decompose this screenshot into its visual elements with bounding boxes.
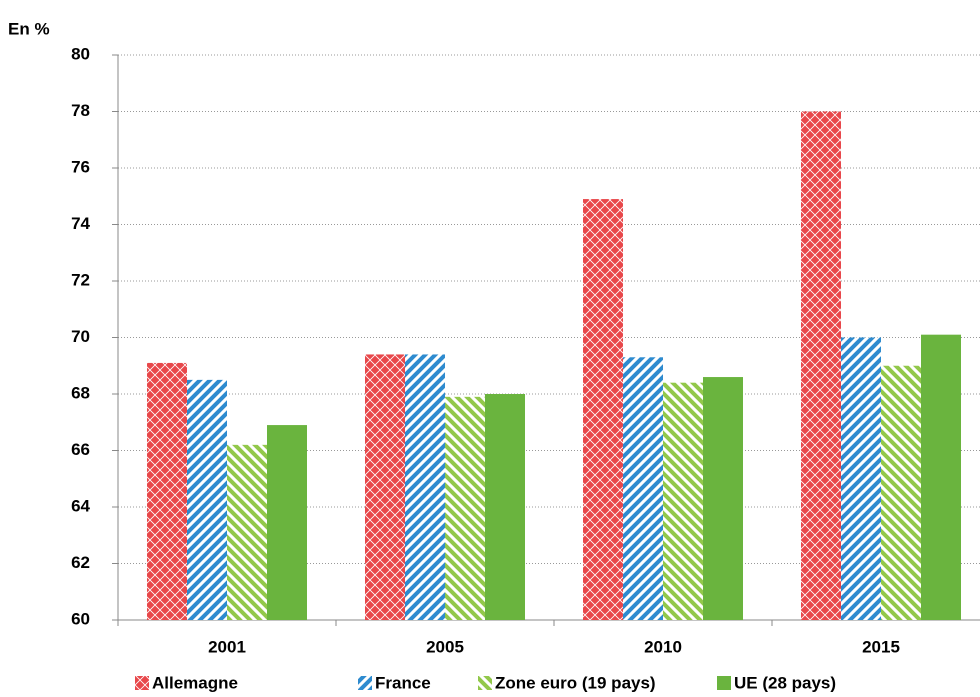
y-tick-label: 60 (71, 609, 90, 628)
y-tick-label: 76 (71, 157, 90, 176)
bar (703, 377, 743, 620)
bar (881, 365, 921, 620)
bar (405, 354, 445, 620)
legend-label: France (375, 673, 431, 692)
bar (445, 396, 485, 620)
bar (623, 357, 663, 620)
legend-swatch (135, 676, 149, 690)
bar (801, 111, 841, 620)
legend-swatch (478, 676, 492, 690)
x-tick-label: 2010 (644, 637, 682, 656)
bar (227, 444, 267, 620)
bar (147, 362, 187, 620)
y-tick-label: 70 (71, 327, 90, 346)
y-tick-label: 66 (71, 440, 90, 459)
bar (663, 382, 703, 620)
legend-swatch (717, 676, 731, 690)
bar (365, 354, 405, 620)
legend-label: Zone euro (19 pays) (495, 673, 656, 692)
y-tick-label: 72 (71, 270, 90, 289)
y-tick-label: 64 (71, 496, 90, 515)
bar (583, 199, 623, 620)
x-tick-label: 2015 (862, 637, 900, 656)
legend-label: Allemagne (152, 673, 238, 692)
bar (841, 337, 881, 620)
x-tick-label: 2005 (426, 637, 464, 656)
y-tick-label: 78 (71, 101, 90, 120)
legend-label: UE (28 pays) (734, 673, 836, 692)
y-tick-label: 74 (71, 214, 90, 233)
bar (187, 379, 227, 620)
y-tick-label: 62 (71, 553, 90, 572)
y-tick-label: 80 (71, 44, 90, 63)
bar (485, 394, 525, 620)
x-tick-label: 2001 (208, 637, 246, 656)
y-tick-label: 68 (71, 383, 90, 402)
y-axis-label: En % (8, 19, 50, 38)
legend-swatch (358, 676, 372, 690)
bar (921, 334, 961, 620)
bar (267, 425, 307, 620)
